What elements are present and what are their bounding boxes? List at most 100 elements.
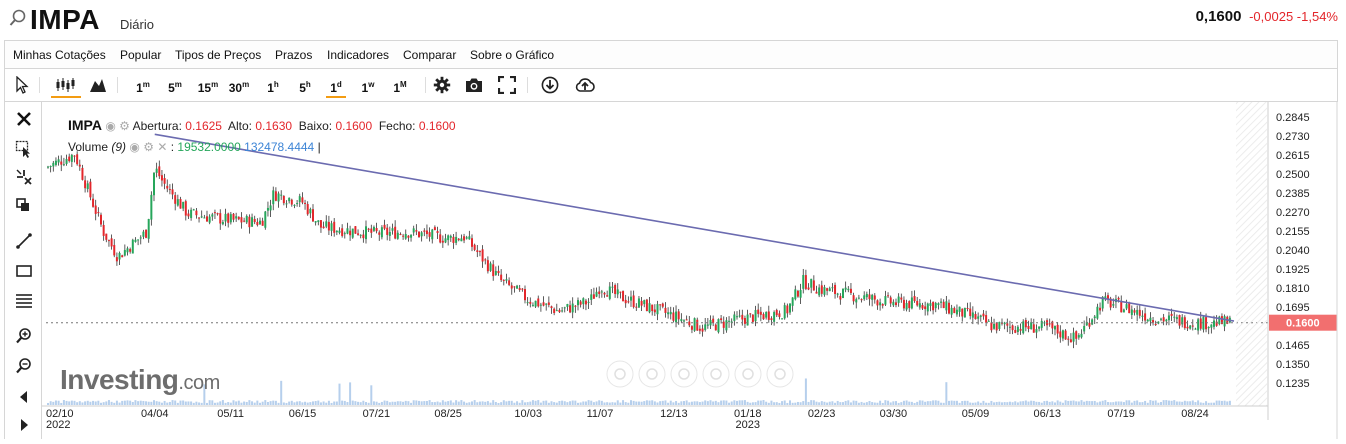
candle-body: [908, 301, 911, 309]
menu-item-tipos-de-precos[interactable]: Tipos de Preços: [175, 48, 262, 62]
volume-eye-icon[interactable]: ◉: [129, 140, 140, 154]
timeframe-30m[interactable]: 30m: [226, 74, 252, 96]
candle-body: [574, 305, 577, 307]
candle-body: [900, 297, 903, 300]
volume-bar: [590, 400, 593, 405]
upload-icon[interactable]: [575, 76, 595, 94]
eye-icon[interactable]: ◉: [105, 119, 116, 133]
gear-icon[interactable]: [433, 76, 451, 94]
close-icon[interactable]: [15, 110, 33, 128]
volume-bar: [476, 402, 479, 405]
volume-bar: [190, 401, 193, 405]
crosshair-delete-icon[interactable]: [15, 168, 33, 186]
trendline-tool-icon[interactable]: [15, 232, 33, 250]
volume-bar: [52, 401, 55, 405]
volume-bar: [391, 401, 394, 405]
candle-body: [184, 201, 187, 216]
candle-body: [1210, 324, 1213, 328]
settings-small-icon[interactable]: ⚙: [119, 119, 130, 133]
volume-settings-icon[interactable]: ⚙: [143, 140, 154, 154]
menu-item-prazos[interactable]: Prazos: [275, 48, 313, 62]
volume-bar: [312, 401, 314, 405]
scroll-left-icon[interactable]: [15, 388, 33, 406]
candle-body: [396, 232, 399, 239]
candle-body: [269, 205, 272, 211]
candle-body: [362, 234, 365, 239]
candle-body: [998, 321, 1001, 329]
volume-bar: [1194, 402, 1197, 405]
candle-body: [526, 302, 529, 304]
menu-item-indicadores[interactable]: Indicadores: [327, 48, 390, 62]
timeframe-1M[interactable]: 1M: [390, 74, 410, 96]
menu-item-popular[interactable]: Popular: [120, 48, 162, 62]
volume-close-icon[interactable]: ✕: [157, 140, 168, 154]
candle-body: [322, 226, 325, 229]
timeframe-5h[interactable]: 5h: [295, 74, 315, 96]
volume-bar: [659, 401, 662, 405]
volume-bar: [375, 401, 378, 405]
logo-brand: Investing: [60, 364, 179, 395]
candle-body: [330, 223, 333, 231]
download-icon[interactable]: [541, 76, 559, 94]
arrow-cursor-icon[interactable]: [13, 76, 31, 94]
area-chart-icon[interactable]: [89, 77, 107, 93]
candle-body: [831, 287, 834, 289]
candle-body: [1112, 304, 1115, 306]
volume-bar: [333, 401, 336, 405]
price-chart[interactable]: 0.1600 0.28450.27300.26150.25000.23850.2…: [42, 102, 1338, 439]
candle-body: [683, 320, 685, 322]
timeframe-1h[interactable]: 1h: [263, 74, 283, 96]
search-icon[interactable]: [9, 9, 27, 27]
volume-bar: [842, 402, 844, 405]
volume-bar: [145, 401, 148, 405]
menu-item-sobre-o-grafico[interactable]: Sobre o Gráfico: [470, 48, 555, 62]
camera-icon[interactable]: [465, 77, 483, 93]
candle-body: [1096, 306, 1099, 319]
timeframe-unit: M: [400, 80, 407, 89]
candle-body: [418, 231, 420, 238]
volume-bar: [404, 400, 407, 405]
candle-body: [129, 249, 132, 252]
candlestick-chart-button[interactable]: [51, 74, 81, 98]
candle-body: [439, 234, 442, 243]
candle-body: [216, 213, 219, 215]
candle-body: [672, 312, 675, 321]
volume-bar: [47, 402, 49, 405]
timeframe-1m[interactable]: 1m: [133, 74, 153, 96]
candle-body: [762, 314, 765, 320]
volume-bar: [280, 380, 283, 405]
volume-bar: [139, 400, 142, 405]
candle-body: [1027, 325, 1030, 329]
timeframe-15m[interactable]: 15m: [195, 74, 221, 96]
candle-body: [632, 295, 635, 308]
volume-bar: [598, 400, 601, 405]
candle-body: [566, 304, 569, 307]
candle-body: [863, 295, 866, 300]
zoom-in-icon[interactable]: [15, 327, 33, 345]
select-tool-icon[interactable]: [15, 140, 33, 158]
timeframe-1w[interactable]: 1w: [358, 74, 378, 96]
clone-icon[interactable]: [15, 197, 33, 215]
fibonacci-tool-icon[interactable]: [15, 292, 33, 310]
volume-bar: [985, 402, 988, 405]
rectangle-tool-icon[interactable]: [15, 262, 33, 280]
candle-body: [736, 316, 738, 318]
volume-bar: [807, 401, 810, 405]
menu-item-minhas-cotacoes[interactable]: Minhas Cotações: [13, 48, 106, 62]
volume-bar: [410, 402, 413, 405]
candle-body: [1189, 325, 1192, 329]
candle-body: [367, 228, 370, 230]
scroll-right-icon[interactable]: [15, 416, 33, 434]
volume-bar: [531, 400, 534, 405]
candle-body: [516, 285, 519, 289]
timeframe-1d[interactable]: 1d: [326, 74, 346, 98]
menu-item-comparar[interactable]: Comparar: [403, 48, 457, 62]
fullscreen-icon[interactable]: [498, 76, 516, 94]
volume-legend: Volume (9) ◉ ⚙ ✕ : 19532.0000 132478.444…: [68, 140, 321, 154]
zoom-out-icon[interactable]: [15, 357, 33, 375]
candle-body: [441, 240, 444, 243]
timeframe-5m[interactable]: 5m: [165, 74, 185, 96]
chart-area[interactable]: 0.1600 0.2845 0.2730 0.2615 0.2500 0.2385 0.2…: [42, 102, 1338, 439]
x-tick-label: 06/15: [289, 408, 317, 420]
candle-body: [484, 259, 487, 261]
